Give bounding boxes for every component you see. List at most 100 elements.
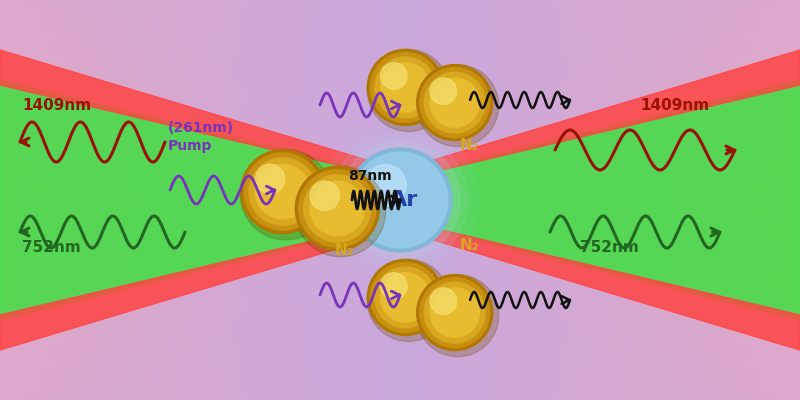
Circle shape bbox=[0, 92, 308, 400]
Circle shape bbox=[310, 181, 365, 236]
Circle shape bbox=[0, 378, 22, 400]
Circle shape bbox=[381, 273, 430, 322]
Text: 752nm: 752nm bbox=[580, 240, 638, 255]
Circle shape bbox=[420, 68, 490, 138]
Circle shape bbox=[0, 158, 242, 400]
Circle shape bbox=[417, 64, 498, 147]
Circle shape bbox=[375, 57, 436, 118]
Circle shape bbox=[0, 224, 176, 400]
Polygon shape bbox=[400, 50, 800, 180]
Circle shape bbox=[340, 140, 460, 260]
Circle shape bbox=[426, 0, 800, 374]
Circle shape bbox=[470, 0, 800, 330]
Circle shape bbox=[0, 202, 198, 400]
Circle shape bbox=[778, 378, 800, 400]
Polygon shape bbox=[0, 80, 400, 320]
Circle shape bbox=[381, 63, 430, 112]
Circle shape bbox=[712, 0, 800, 88]
Circle shape bbox=[0, 136, 264, 400]
Circle shape bbox=[712, 312, 800, 400]
Circle shape bbox=[255, 164, 285, 194]
Circle shape bbox=[492, 0, 800, 308]
Circle shape bbox=[0, 0, 286, 286]
Circle shape bbox=[424, 282, 485, 343]
Circle shape bbox=[298, 170, 376, 247]
Circle shape bbox=[0, 0, 44, 44]
Circle shape bbox=[734, 334, 800, 400]
Circle shape bbox=[430, 288, 479, 337]
Circle shape bbox=[417, 274, 498, 357]
Circle shape bbox=[295, 166, 379, 250]
Circle shape bbox=[0, 312, 88, 400]
Circle shape bbox=[367, 49, 443, 125]
Circle shape bbox=[0, 0, 374, 374]
Text: N₂: N₂ bbox=[460, 138, 479, 153]
Text: 87nm: 87nm bbox=[348, 169, 392, 183]
Circle shape bbox=[430, 78, 479, 127]
Circle shape bbox=[0, 180, 220, 400]
Circle shape bbox=[420, 278, 490, 348]
Text: N₂: N₂ bbox=[460, 238, 479, 253]
Circle shape bbox=[0, 114, 286, 400]
Text: Pump: Pump bbox=[168, 139, 212, 153]
Circle shape bbox=[602, 0, 800, 198]
Polygon shape bbox=[0, 50, 400, 180]
Circle shape bbox=[536, 0, 800, 264]
Circle shape bbox=[404, 4, 800, 400]
Circle shape bbox=[310, 181, 339, 210]
Circle shape bbox=[417, 274, 493, 350]
Circle shape bbox=[0, 0, 396, 396]
Circle shape bbox=[0, 48, 352, 400]
Circle shape bbox=[367, 259, 450, 342]
Circle shape bbox=[0, 0, 88, 88]
Circle shape bbox=[352, 152, 448, 248]
Polygon shape bbox=[400, 80, 800, 320]
Circle shape bbox=[0, 0, 308, 308]
Circle shape bbox=[0, 0, 22, 22]
Circle shape bbox=[0, 0, 242, 242]
Circle shape bbox=[255, 164, 310, 219]
Circle shape bbox=[370, 262, 440, 332]
Circle shape bbox=[624, 224, 800, 400]
Circle shape bbox=[448, 48, 800, 400]
Circle shape bbox=[381, 63, 407, 89]
Circle shape bbox=[492, 92, 800, 400]
Text: N₂: N₂ bbox=[335, 243, 354, 258]
Circle shape bbox=[756, 356, 800, 400]
Circle shape bbox=[249, 158, 316, 225]
Circle shape bbox=[0, 0, 220, 220]
Circle shape bbox=[536, 136, 800, 400]
Circle shape bbox=[0, 0, 132, 132]
Circle shape bbox=[240, 149, 331, 240]
Text: 752nm: 752nm bbox=[22, 240, 81, 255]
Circle shape bbox=[558, 0, 800, 242]
Circle shape bbox=[375, 267, 436, 328]
Circle shape bbox=[348, 148, 452, 252]
Circle shape bbox=[430, 288, 457, 314]
Circle shape bbox=[580, 180, 800, 400]
Circle shape bbox=[0, 70, 330, 400]
Circle shape bbox=[417, 65, 493, 141]
Circle shape bbox=[0, 290, 110, 400]
Circle shape bbox=[370, 52, 440, 122]
Circle shape bbox=[0, 26, 374, 400]
Text: Ar: Ar bbox=[390, 190, 418, 210]
Circle shape bbox=[304, 175, 371, 242]
Circle shape bbox=[0, 334, 66, 400]
Circle shape bbox=[668, 268, 800, 400]
Polygon shape bbox=[400, 220, 800, 350]
Circle shape bbox=[322, 122, 478, 278]
Circle shape bbox=[424, 72, 485, 133]
Circle shape bbox=[0, 0, 330, 330]
Text: (261nm): (261nm) bbox=[168, 121, 234, 135]
Circle shape bbox=[241, 150, 325, 234]
Circle shape bbox=[0, 268, 132, 400]
Circle shape bbox=[295, 166, 386, 257]
Circle shape bbox=[0, 356, 44, 400]
Circle shape bbox=[470, 70, 800, 400]
Circle shape bbox=[646, 0, 800, 154]
Circle shape bbox=[426, 26, 800, 400]
Circle shape bbox=[365, 165, 406, 206]
Circle shape bbox=[0, 0, 176, 176]
Circle shape bbox=[514, 114, 800, 400]
